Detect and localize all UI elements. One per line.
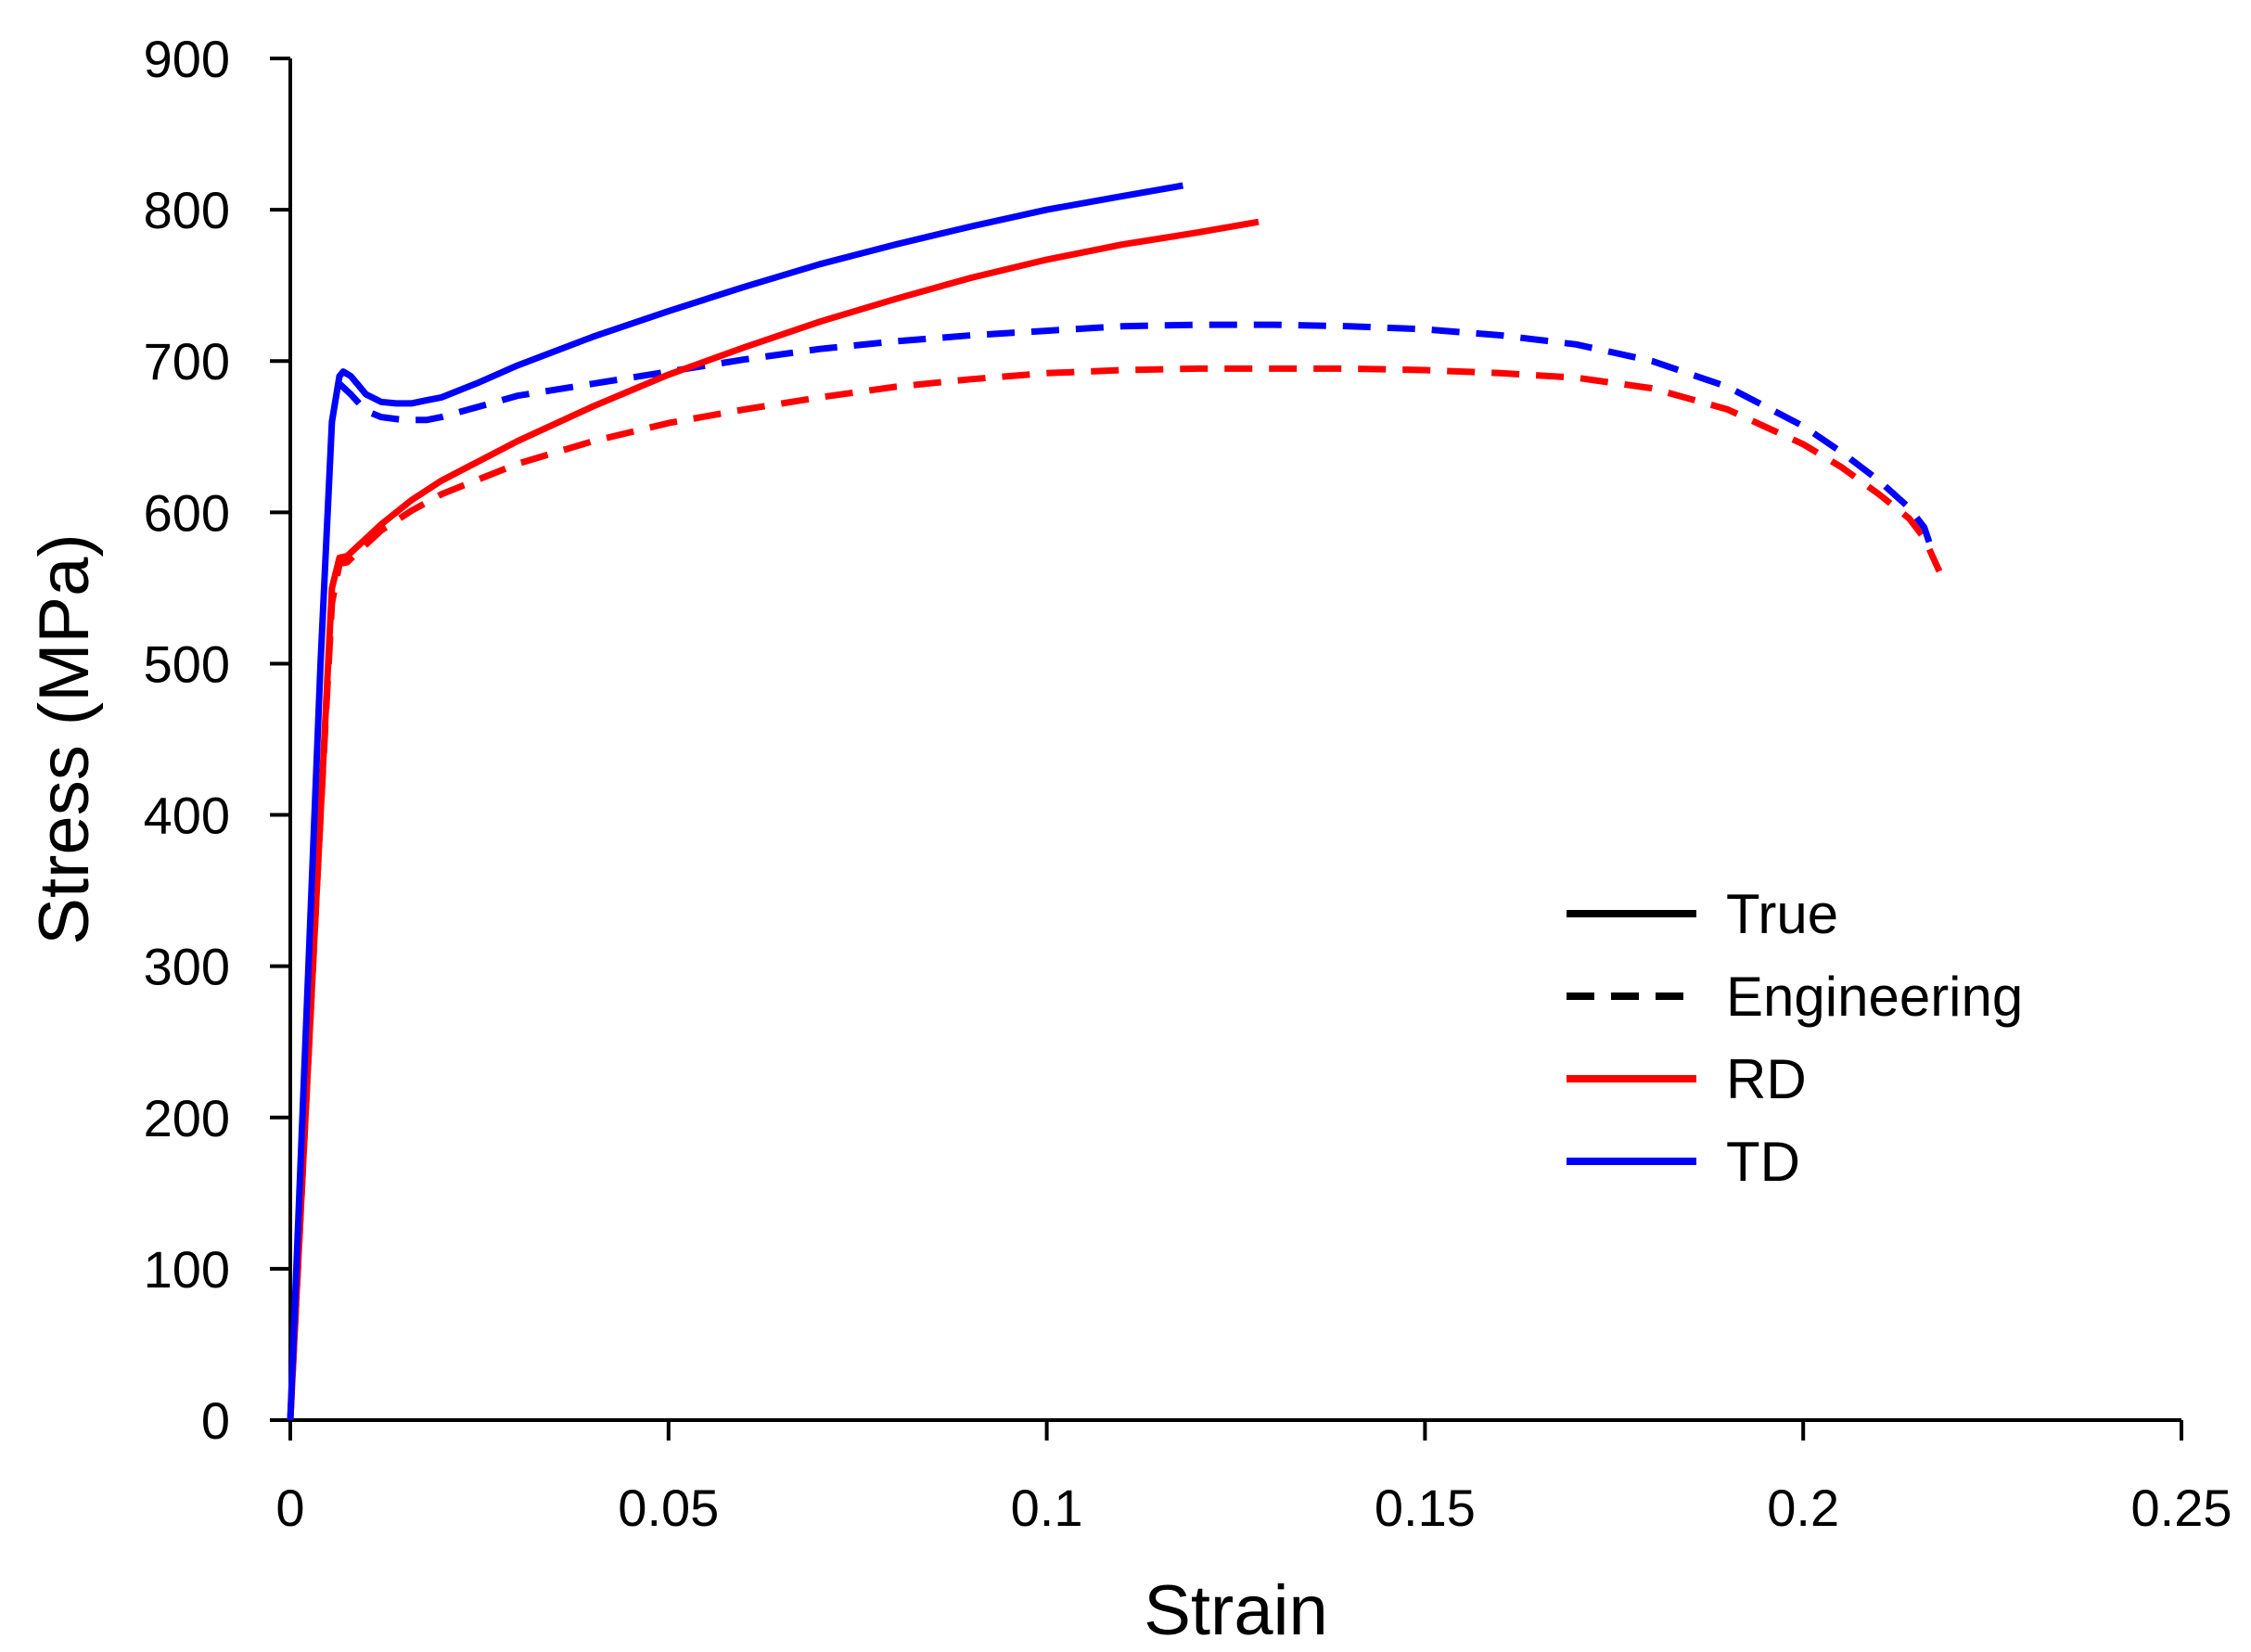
y-tick-label: 200 (144, 1089, 230, 1147)
y-tick-label: 700 (144, 332, 230, 391)
labels: 0 100 200 300 400 500 600 700 800 900 0 0.05 0.1 0.15… (25, 30, 2232, 1650)
y-tick-label: 100 (144, 1240, 230, 1299)
series-layer (287, 182, 1943, 1421)
x-tick-label: 0.05 (618, 1479, 719, 1537)
x-tick-label: 0 (275, 1479, 304, 1537)
x-tick-label: 0.2 (1767, 1479, 1839, 1537)
y-tick-label: 400 (144, 787, 230, 845)
series-td-true-line (287, 182, 1184, 1421)
legend-label-true: True (1726, 883, 1838, 945)
axes (270, 57, 2183, 1441)
x-tick-label: 0.15 (1375, 1479, 1476, 1537)
y-tick-label: 900 (144, 30, 230, 88)
y-tick-label: 600 (144, 483, 230, 542)
series-td-engineering-line (337, 321, 1936, 552)
x-tick-label: 0.25 (2131, 1479, 2232, 1537)
series-rd-true-line (287, 218, 1260, 1421)
legend: True Engineering RD TD (1567, 883, 2023, 1193)
legend-label-td: TD (1726, 1131, 1800, 1193)
y-tick-label: 800 (144, 181, 230, 239)
legend-label-rd: RD (1726, 1048, 1807, 1110)
x-axis-title: Strain (1144, 1571, 1328, 1650)
y-axis-title: Stress (MPa) (25, 533, 104, 944)
y-tick-label: 500 (144, 634, 230, 693)
y-tick-label: 300 (144, 938, 230, 996)
y-tick-label: 0 (201, 1391, 230, 1450)
x-tick-label: 0.1 (1011, 1479, 1083, 1537)
legend-label-engineering: Engineering (1726, 966, 2023, 1028)
series-rd-engineering-line (287, 365, 1943, 1421)
